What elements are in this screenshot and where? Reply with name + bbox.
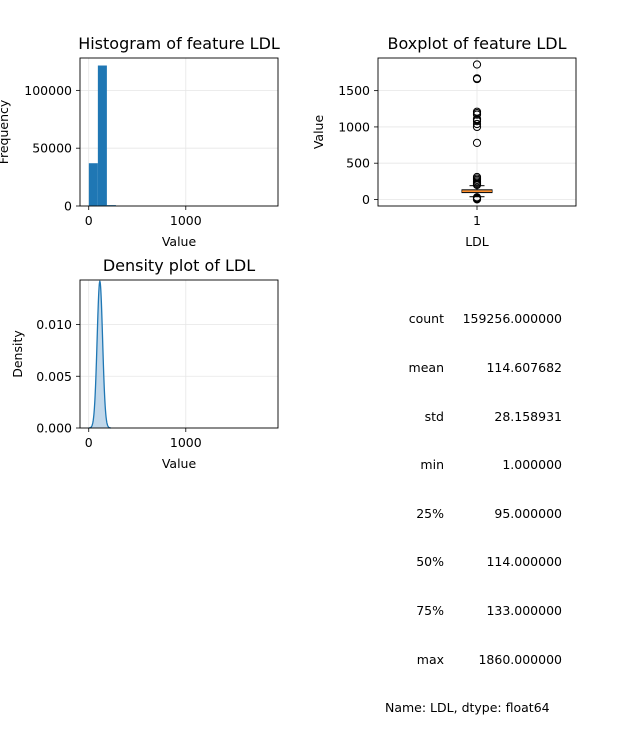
stat-value: 133.000000: [486, 603, 562, 619]
y-axis-label: Density: [10, 330, 25, 378]
stat-key: 25%: [416, 505, 444, 521]
chart-title: Histogram of feature LDL: [78, 34, 280, 53]
chart-title: Density plot of LDL: [103, 256, 255, 275]
outlier-point: [472, 60, 482, 69]
plot-frame: [79, 57, 279, 207]
x-tick-label: 1000: [170, 435, 202, 450]
y-tick-label: 100000: [24, 83, 72, 98]
x-axis-label: LDL: [465, 234, 489, 249]
stat-value: 1860.000000: [478, 651, 562, 667]
stat-key: 75%: [416, 603, 444, 619]
outlier-point: [472, 107, 482, 116]
stat-row-min: min 1.000000: [372, 457, 582, 473]
density-line: [88, 280, 111, 429]
plot-frame: [79, 279, 279, 429]
x-axis-label: Value: [162, 234, 197, 249]
outlier-point: [472, 138, 482, 147]
density-fill: [88, 281, 111, 428]
y-tick-label: 0: [362, 192, 370, 207]
hist-bar: [88, 163, 98, 206]
y-tick-label: 500: [346, 156, 370, 171]
outlier-point: [472, 119, 482, 129]
outlier-point: [472, 193, 482, 202]
x-tick-label: 1000: [170, 213, 202, 228]
stat-row-count: count 159256.000000: [372, 311, 582, 327]
y-tick-label: 50000: [32, 141, 72, 156]
stat-key: std: [424, 408, 444, 424]
stat-key: min: [420, 457, 444, 473]
stat-value: 114.000000: [486, 554, 562, 570]
stat-row-max: max 1860.000000: [372, 652, 582, 668]
y-tick-label: 0.000: [36, 421, 72, 436]
x-tick-label: 0: [85, 435, 93, 450]
stat-key: 50%: [416, 554, 444, 570]
stat-value: 114.607682: [486, 360, 562, 376]
x-tick-label: 0: [85, 213, 93, 228]
outlier-point: [472, 74, 482, 83]
stat-row-mean: mean 114.607682: [372, 360, 582, 376]
stat-row-50: 50% 114.000000: [372, 554, 582, 570]
y-tick-label: 1500: [338, 83, 370, 98]
y-tick-label: 0.005: [36, 369, 72, 384]
stat-value: 1.000000: [502, 457, 562, 473]
y-tick-label: 1000: [338, 119, 370, 134]
outlier-point: [472, 172, 482, 182]
stat-value: 159256.000000: [462, 311, 562, 327]
hist-bar: [97, 65, 107, 206]
y-axis-label: Value: [311, 115, 326, 150]
y-tick-label: 0: [64, 199, 72, 214]
stat-row-std: std 28.158931: [372, 409, 582, 425]
stat-key: count: [408, 311, 444, 327]
stat-row-75: 75% 133.000000: [372, 603, 582, 619]
stat-footer: Name: LDL, dtype: float64: [385, 700, 550, 716]
stat-key: max: [416, 651, 444, 667]
x-axis-label: Value: [162, 456, 197, 471]
chart-title: Boxplot of feature LDL: [388, 34, 567, 53]
y-tick-label: 0.010: [36, 317, 72, 332]
stat-key: mean: [408, 360, 444, 376]
stat-value: 28.158931: [494, 408, 562, 424]
stat-row-25: 25% 95.000000: [372, 506, 582, 522]
x-tick-label: 1: [473, 213, 481, 228]
stat-value: 95.000000: [494, 505, 562, 521]
describe-stats-text: count 159256.000000 mean 114.607682 std 28.…: [372, 279, 582, 733]
y-axis-label: Frequency: [0, 99, 11, 164]
